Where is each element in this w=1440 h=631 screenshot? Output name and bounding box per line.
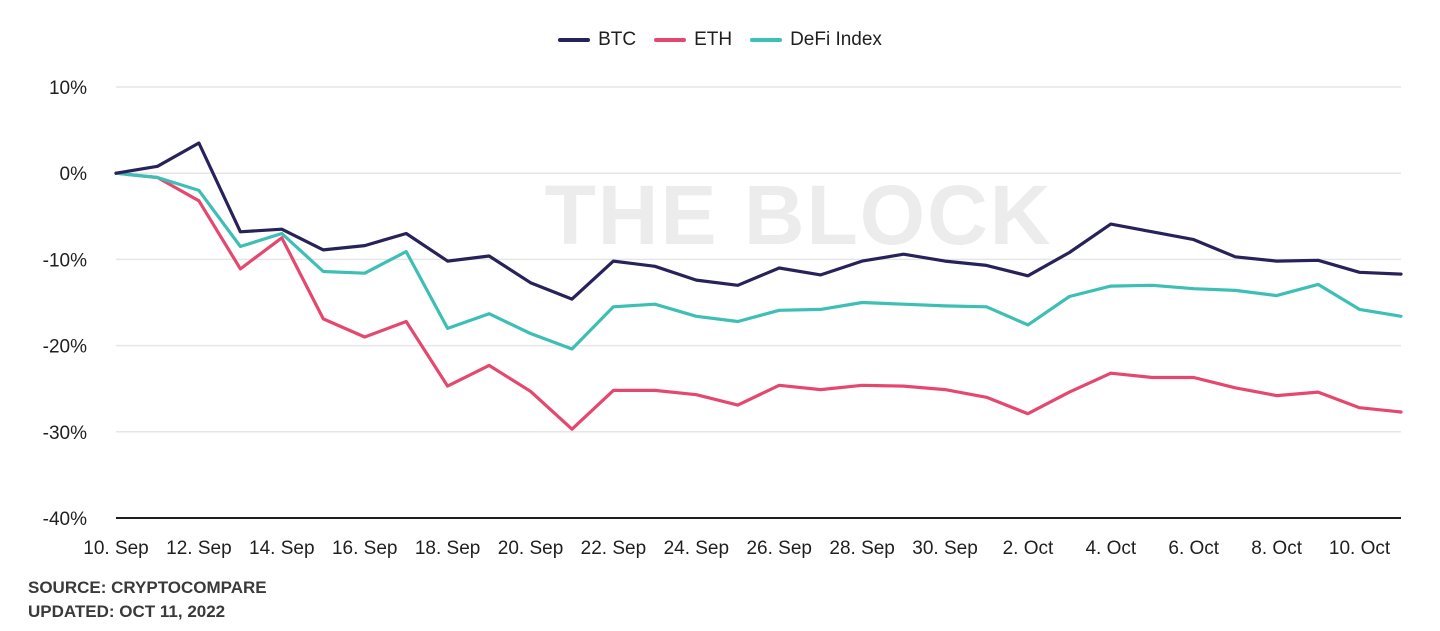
y-tick-label: 0% xyxy=(60,164,88,185)
legend-label-eth: ETH xyxy=(694,29,733,50)
legend-swatch-btc xyxy=(558,38,591,42)
x-tick-label: 12. Sep xyxy=(166,538,232,559)
y-axis-ticks: 10% 0% -10% -20% -30% -40% xyxy=(43,78,87,530)
legend-item-defi[interactable]: DeFi Index xyxy=(750,29,882,51)
x-tick-label: 16. Sep xyxy=(332,538,398,559)
y-tick-label: -40% xyxy=(43,509,87,530)
x-tick-label: 4. Oct xyxy=(1085,538,1136,559)
x-tick-label: 22. Sep xyxy=(581,538,647,559)
legend-swatch-eth xyxy=(654,38,687,42)
x-tick-label: 2. Oct xyxy=(1003,538,1054,559)
legend-swatch-defi xyxy=(750,38,783,42)
y-tick-label: -10% xyxy=(43,250,87,271)
series-line-btc[interactable] xyxy=(114,141,1403,301)
series-layer xyxy=(114,141,1403,431)
x-axis-ticks: 10. Sep 12. Sep 14. Sep 16. Sep 18. Sep 20. S… xyxy=(83,538,1391,559)
legend: BTC ETH DeFi Index xyxy=(0,29,1440,51)
x-tick-label: 20. Sep xyxy=(498,538,564,559)
x-tick-label: 8. Oct xyxy=(1251,538,1302,559)
legend-label-btc: BTC xyxy=(598,29,637,50)
x-tick-label: 24. Sep xyxy=(664,538,730,559)
x-tick-label: 10. Oct xyxy=(1329,538,1391,559)
x-tick-label: 10. Sep xyxy=(83,538,149,559)
x-tick-label: 28. Sep xyxy=(829,538,895,559)
x-tick-label: 26. Sep xyxy=(746,538,812,559)
updated-note: UPDATED: OCT 11, 2022 xyxy=(28,602,226,621)
legend-label-defi: DeFi Index xyxy=(790,29,882,50)
watermark: THE BLOCK xyxy=(545,168,1053,262)
x-tick-label: 18. Sep xyxy=(415,538,481,559)
series-line-eth[interactable] xyxy=(114,171,1403,431)
series-line-defi-index[interactable] xyxy=(114,171,1403,351)
y-tick-label: 10% xyxy=(49,78,87,99)
x-tick-label: 14. Sep xyxy=(249,538,315,559)
x-tick-label: 6. Oct xyxy=(1168,538,1219,559)
source-note: SOURCE: CRYPTOCOMPARE xyxy=(28,578,267,597)
y-tick-label: -30% xyxy=(43,423,87,444)
y-tick-label: -20% xyxy=(43,337,87,358)
legend-item-eth[interactable]: ETH xyxy=(654,29,732,51)
x-tick-label: 30. Sep xyxy=(912,538,978,559)
grid-layer xyxy=(116,86,1401,519)
legend-item-btc[interactable]: BTC xyxy=(558,29,636,51)
line-chart: THE BLOCK 10%0%-10%-20%-30%-40% 10. Sep 1… xyxy=(43,78,1403,559)
